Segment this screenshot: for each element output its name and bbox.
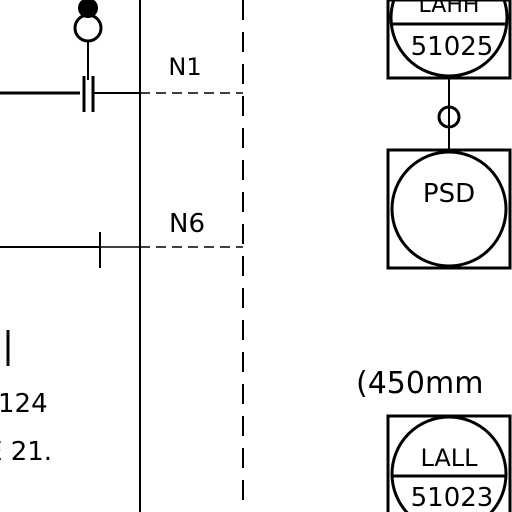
instrument-psd: PSD xyxy=(386,148,512,270)
dimension-text: (450mm xyxy=(356,366,483,401)
instrument-lahh-number: 51025 xyxy=(411,32,494,62)
signal-link xyxy=(437,78,461,150)
instrument-lall-bubble xyxy=(390,415,508,512)
instrument-lall-number: 51023 xyxy=(411,483,494,512)
instrument-lahh-bubble xyxy=(389,0,509,78)
instrument-lall: LALL 51023 xyxy=(386,414,512,512)
valve-body-open xyxy=(73,13,103,43)
instrument-psd-bubble xyxy=(390,150,508,268)
instrument-lahh-tag: LAHH xyxy=(419,0,480,18)
instrument-lahh: LAHH 51025 xyxy=(386,0,512,80)
note-line-1: 124 xyxy=(0,389,48,419)
note-line-2: E 21. xyxy=(0,437,52,467)
instrument-psd-tag: PSD xyxy=(423,179,475,209)
dashed-boundary-group: N1 N6 xyxy=(140,0,244,512)
valve-body-filled xyxy=(78,0,98,18)
instrument-lall-tag: LALL xyxy=(420,444,478,472)
nozzle-label-n1: N1 xyxy=(168,53,201,81)
note-fragment-group: 124 E 21. xyxy=(0,330,52,467)
instrument-psd-box xyxy=(386,148,512,270)
nozzle-label-n6: N6 xyxy=(169,209,205,239)
left-piping-group xyxy=(0,0,141,512)
